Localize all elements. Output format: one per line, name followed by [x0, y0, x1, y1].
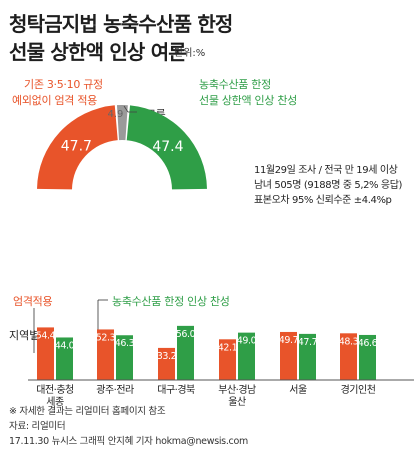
bar-raise-5	[359, 334, 376, 380]
donut-chart: 47.7 4.9 47.4	[37, 105, 207, 190]
category-label-3-1: 울산	[228, 396, 246, 408]
bar-label-raise-4: 47.7	[298, 337, 318, 348]
donut-label-strict-2: 예외없이 엄격 적용	[12, 94, 97, 107]
donut-label-raise-1: 농축수산품 한정	[199, 78, 271, 91]
bar-raise-0	[56, 337, 73, 380]
bar-strict-0	[37, 327, 54, 380]
category-label-5-0: 경기인천	[341, 383, 376, 396]
survey-info-line3: 표본오차 95% 신뢰수준 ±4.4%p	[254, 195, 392, 206]
bar-strict-3	[219, 339, 236, 380]
category-label-4-0: 서울	[289, 384, 307, 396]
donut-leader-unknown-tick	[123, 105, 129, 113]
unit-label: 단위:%	[174, 48, 206, 59]
donut-label-raise-2: 선물 상한액 인상 찬성	[199, 94, 297, 107]
bar-label-strict-5: 48.3	[339, 336, 359, 347]
category-label-3-0: 부산·경남	[218, 383, 256, 396]
bar-label-raise-3: 49.0	[237, 336, 257, 347]
footnote: ※ 자세한 결과는 리얼미터 홈페이지 참조	[9, 406, 166, 417]
survey-info-line1: 11월29일 조사 / 전국 만 19세 이상	[254, 165, 398, 176]
category-label-2-0: 대구·경북	[157, 383, 195, 396]
bar-label-raise-2: 56.0	[176, 329, 196, 340]
bar-label-strict-0: 54.4	[36, 330, 56, 341]
page-title-line2: 선물 상한액 인상 여론	[9, 40, 187, 64]
bar-raise-2	[177, 325, 194, 380]
bar-label-raise-0: 44.0	[55, 340, 75, 351]
region-header: 지역별	[9, 329, 40, 342]
donut-label-strict-1: 기존 3·5·10 규정	[24, 78, 103, 91]
bar-raise-3	[238, 332, 255, 380]
bar-strict-4	[280, 331, 297, 380]
bar-strict-1	[97, 329, 114, 380]
category-label-1-0: 광주·전라	[96, 384, 134, 396]
category-label-0-1: 세종	[46, 396, 64, 408]
bar-label-strict-3: 42.1	[218, 342, 238, 353]
legend-strict: 엄격적용	[13, 295, 53, 308]
source: 자료: 리얼미터	[9, 421, 66, 432]
category-label-0-0: 대전·충청	[36, 384, 73, 396]
bar-raise-1	[116, 335, 133, 380]
survey-info-line2: 남녀 505명 (9188명 중 5,2% 응답)	[254, 180, 403, 191]
donut-slice-raise	[126, 105, 207, 190]
bar-label-strict-2: 33.2	[157, 351, 177, 362]
bar-raise-4	[299, 333, 316, 380]
bar-strict-5	[340, 333, 357, 380]
donut-slice-unknown	[116, 105, 128, 141]
donut-value-unknown: 4.9	[107, 109, 123, 120]
credit: 17.11.30 뉴시스 그래픽 안지혜 기자 hokma@newsis.com	[9, 436, 248, 447]
bar-label-raise-1: 46.3	[115, 338, 135, 349]
donut-value-strict: 47.7	[61, 139, 92, 155]
survey-info: 11월29일 조사 / 전국 만 19세 이상 남녀 505명 (9188명 중…	[254, 163, 402, 208]
donut-value-raise: 47.4	[152, 139, 183, 155]
bar-label-strict-4: 49.7	[279, 335, 299, 346]
bar-strict-2	[158, 347, 175, 380]
donut-slice-strict	[37, 105, 118, 190]
bar-label-raise-5: 46.6	[358, 338, 378, 349]
page-title-line1: 청탁금지법 농축수산품 한정	[9, 12, 233, 36]
bar-label-strict-1: 52.3	[96, 332, 116, 343]
legend-raise: 농축수산품 한정 인상 찬성	[112, 295, 230, 308]
